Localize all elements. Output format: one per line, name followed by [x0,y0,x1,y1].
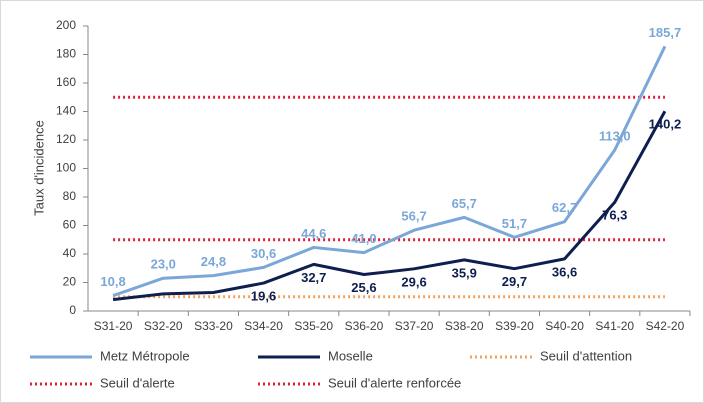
data-label: 29,6 [401,274,426,289]
x-tick-label: S40-20 [545,319,584,333]
data-label: 51,7 [502,216,527,231]
data-label: 10,8 [100,274,125,289]
data-label: 113,0 [599,128,631,143]
x-tick-label: S31-20 [94,319,133,333]
x-tick-label: S39-20 [495,319,534,333]
data-label: 35,9 [452,265,477,280]
legend-label: Metz Métropole [100,348,190,363]
data-label: 62,7 [552,200,577,215]
series-line [112,110,667,302]
legend-label: Seuil d'alerte renforcée [328,375,461,390]
y-tick-label: 200 [56,18,76,32]
legend-label: Seuil d'alerte [100,375,175,390]
y-tick-label: 60 [63,218,77,232]
x-tick-label: S35-20 [294,319,333,333]
data-label: 25,6 [351,280,376,295]
y-tick-label: 40 [63,246,77,260]
x-tick-label: S32-20 [144,319,183,333]
data-label: 41,0 [351,231,376,246]
data-label: 30,6 [251,246,276,261]
x-tick-label: S34-20 [244,319,283,333]
y-tick-label: 20 [63,275,77,289]
y-tick-label: 180 [56,47,76,61]
y-tick-label: 0 [69,303,76,317]
data-label: 23,0 [151,257,176,272]
y-tick-label: 100 [56,161,76,175]
data-label: 140,2 [649,117,682,132]
y-axis-label: Taux d'incidence [31,120,46,216]
y-tick-label: 80 [63,189,77,203]
legend-label: Moselle [328,348,373,363]
x-tick-label: S42-20 [646,319,685,333]
y-tick-label: 160 [56,75,76,89]
x-tick-label: S36-20 [345,319,384,333]
x-tick-label: S41-20 [595,319,634,333]
x-tick-label: S38-20 [445,319,484,333]
data-label: 56,7 [401,209,426,224]
y-tick-label: 120 [56,132,76,146]
data-label: 29,7 [502,274,527,289]
data-label: 185,7 [649,25,682,40]
data-label: 36,6 [552,264,577,279]
data-label: 65,7 [452,196,477,211]
data-label: 44,6 [301,226,326,241]
data-label: 76,3 [602,208,627,223]
x-tick-label: S37-20 [395,319,434,333]
y-tick-label: 140 [56,104,76,118]
data-label: 24,8 [201,254,226,269]
data-label: 19,6 [251,289,276,304]
series-line [112,45,667,298]
data-label: 32,7 [301,270,326,285]
legend-label: Seuil d'attention [540,348,632,363]
x-tick-label: S33-20 [194,319,233,333]
